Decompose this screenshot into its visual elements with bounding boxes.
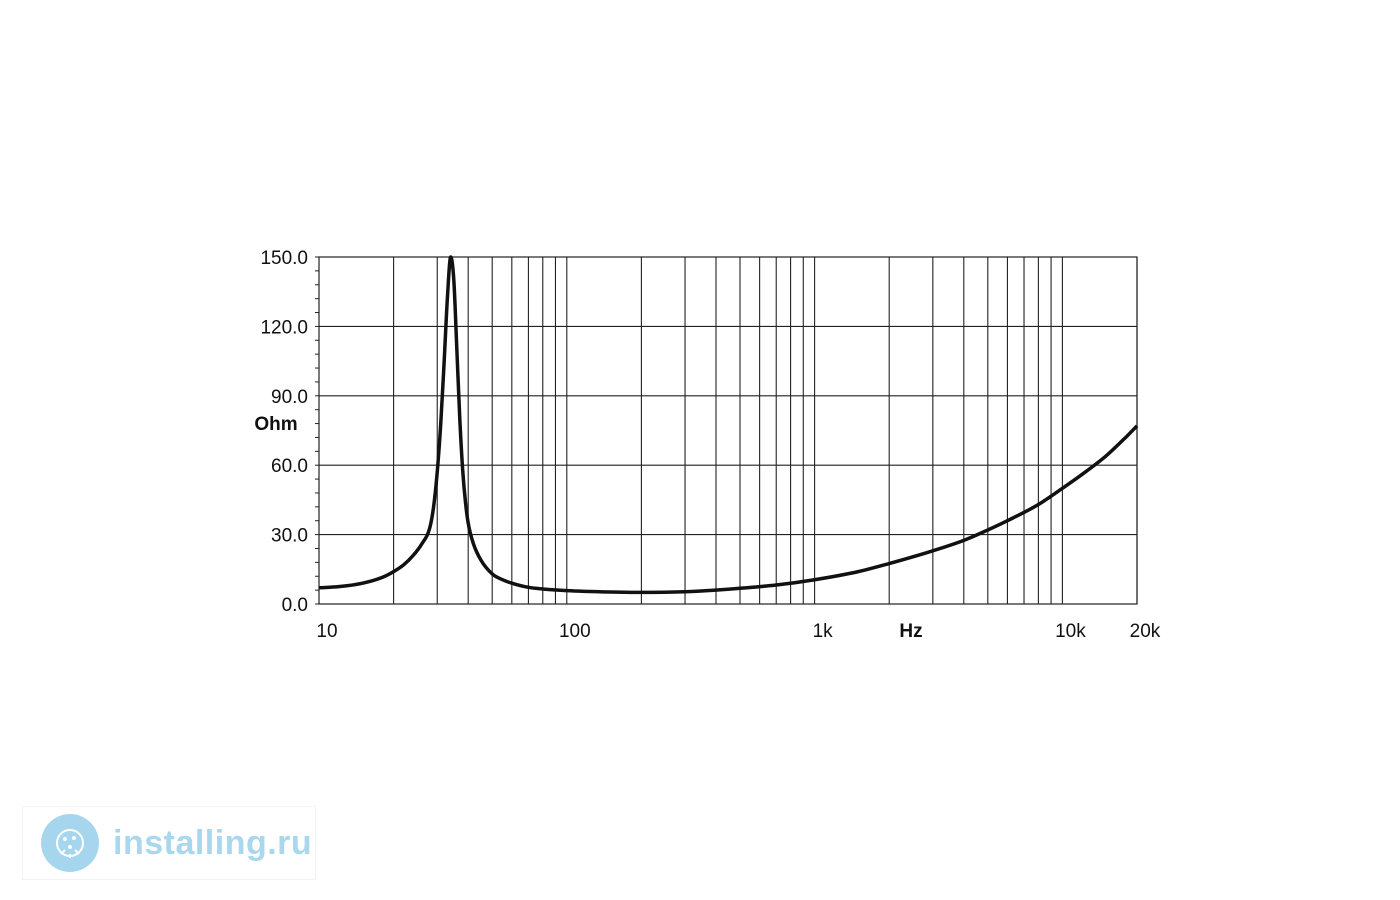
watermark-text: installing.ru: [113, 823, 313, 862]
x-tick-label: 10k: [1055, 621, 1086, 642]
x-tick-label: 20k: [1130, 621, 1161, 642]
y-ticks: 150.0 120.0 90.0 60.0 30.0 0.0: [260, 248, 308, 616]
grid: [315, 256, 1138, 605]
y-tick-label: 0.0: [282, 595, 308, 616]
x-tick-label: 1k: [813, 621, 834, 642]
installing-logo-icon: [41, 814, 99, 872]
watermark: installing.ru: [22, 806, 316, 880]
x-ticks: 10 100 1k 10k 20k: [316, 621, 1160, 642]
x-tick-label: 100: [559, 621, 591, 642]
x-axis-label: Hz: [899, 621, 922, 642]
y-tick-label: 120.0: [260, 317, 308, 338]
impedance-curve: [318, 255, 1139, 595]
y-tick-label: 60.0: [271, 456, 308, 477]
x-tick-label: 10: [316, 621, 337, 642]
y-axis-label: Ohm: [254, 414, 297, 435]
y-tick-label: 90.0: [271, 387, 308, 408]
y-tick-label: 30.0: [271, 526, 308, 547]
y-tick-label: 150.0: [260, 248, 308, 269]
